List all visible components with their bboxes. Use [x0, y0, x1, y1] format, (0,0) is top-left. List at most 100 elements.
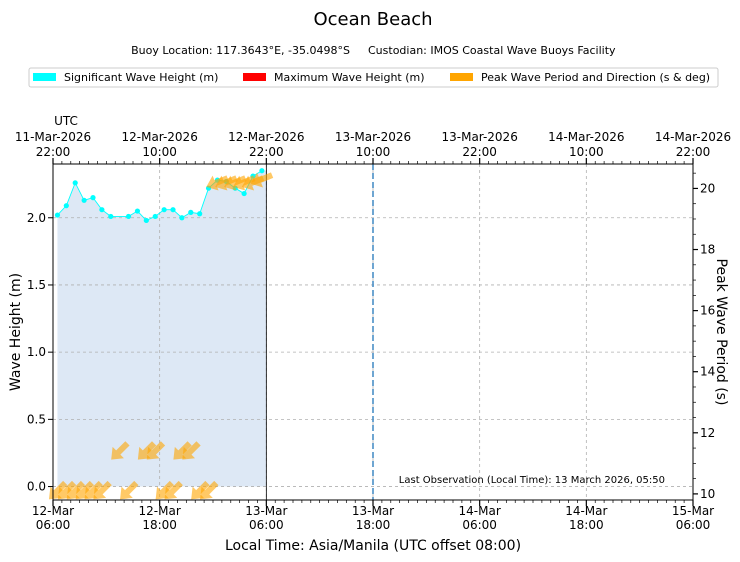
peak-period-arrow: [173, 441, 192, 460]
legend-label-significant: Significant Wave Height (m): [64, 71, 218, 84]
x-tick-label-time: 06:00: [462, 518, 497, 532]
legend-swatch-peak-period: [450, 73, 473, 81]
top-tick-label-time: 22:00: [462, 145, 497, 159]
y-tick-label: 2.0: [27, 211, 46, 225]
y2-tick-label: 14: [700, 365, 715, 379]
x-tick-label-date: 14-Mar: [565, 504, 607, 518]
peak-period-arrow-shape: [173, 441, 192, 460]
significant-wave-height-point: [241, 190, 247, 197]
top-tick-label-date: 11-Mar-2026: [15, 130, 91, 144]
peak-period-arrow: [93, 480, 112, 500]
legend-swatch-maximum: [243, 73, 266, 81]
peak-period-arrow-shape: [250, 172, 274, 188]
peak-period-arrow-shape: [48, 480, 68, 500]
significant-wave-height-point: [143, 217, 149, 224]
x-tick-label-date: 12-Mar: [139, 504, 181, 518]
legend-label-peak-period: Peak Wave Period and Direction (s & deg): [481, 71, 710, 84]
y-tick-label: 0.0: [27, 480, 46, 494]
top-tick-label-date: 12-Mar-2026: [228, 130, 304, 144]
significant-wave-height-point: [81, 197, 87, 203]
significant-wave-height-point: [125, 213, 132, 220]
peak-period-arrow-shape: [93, 480, 112, 500]
significant-wave-height-point: [179, 215, 185, 221]
y-tick-label: 1.0: [27, 345, 46, 359]
significant-wave-height-point: [259, 168, 265, 174]
top-axis-label: UTC: [54, 114, 78, 128]
top-tick-label-date: 14-Mar-2026: [548, 130, 624, 144]
x-tick-label-time: 18:00: [356, 518, 391, 532]
top-tick-label-date: 12-Mar-2026: [121, 130, 197, 144]
significant-wave-height-point: [99, 207, 105, 213]
x-tick-label-time: 06:00: [676, 518, 711, 532]
peak-period-arrow-shape: [191, 480, 210, 500]
y2-tick-label: 18: [700, 243, 715, 257]
peak-period-arrow: [182, 441, 201, 460]
legend: Significant Wave Height (m) Maximum Wave…: [28, 67, 719, 88]
top-tick-label-time: 22:00: [676, 145, 711, 159]
x-tick-label-date: 13-Mar: [245, 504, 287, 518]
y2-axis-label: Peak Wave Period (s): [713, 259, 729, 406]
peak-period-arrow: [75, 480, 95, 500]
top-tick-label-time: 10:00: [356, 145, 391, 159]
peak-period-arrow: [200, 480, 219, 500]
peak-period-arrow-shape: [111, 441, 130, 460]
last-observation-note: Last Observation (Local Time): 13 March …: [399, 475, 665, 486]
top-tick-label-time: 22:00: [36, 145, 71, 159]
x-tick-label-time: 06:00: [36, 518, 71, 532]
peak-period-arrow: [146, 441, 166, 460]
x-tick-label-date: 13-Mar: [352, 504, 394, 518]
top-tick-label-date: 14-Mar-2026: [655, 130, 731, 144]
significant-wave-height-point: [72, 180, 78, 186]
peak-period-arrow-shape: [164, 480, 183, 500]
peak-period-arrow: [155, 480, 175, 500]
observation-shading: [57, 170, 267, 487]
peak-period-arrow-shape: [120, 480, 139, 500]
peak-period-arrow: [111, 441, 130, 460]
significant-wave-height-point: [90, 195, 96, 201]
y2-tick-label: 12: [700, 426, 715, 440]
legend-label-maximum: Maximum Wave Height (m): [274, 71, 425, 84]
peak-period-arrow: [250, 172, 274, 188]
significant-wave-height-point: [152, 213, 158, 220]
x-tick-label-time: 18:00: [569, 518, 604, 532]
x-tick-label-date: 12-Mar: [32, 504, 74, 518]
peak-period-arrow: [84, 480, 103, 500]
x-tick-label-date: 14-Mar: [459, 504, 501, 518]
significant-wave-height-point: [161, 207, 167, 213]
peak-period-arrow-shape: [57, 480, 77, 500]
y2-tick-label: 16: [700, 304, 715, 318]
top-tick-label-time: 10:00: [569, 145, 604, 159]
significant-wave-height-point: [188, 209, 194, 215]
top-tick-label-date: 13-Mar-2026: [335, 130, 411, 144]
peak-period-arrow-shape: [146, 441, 166, 460]
top-tick-label-date: 13-Mar-2026: [441, 130, 517, 144]
significant-wave-height-point: [108, 213, 114, 220]
significant-wave-height-point: [54, 212, 61, 218]
x-tick-label-time: 06:00: [249, 518, 284, 532]
peak-period-arrow-shape: [182, 441, 201, 460]
peak-period-arrow: [57, 480, 77, 500]
peak-period-arrow-shape: [137, 441, 157, 460]
y-tick-label: 1.5: [27, 278, 46, 292]
significant-wave-height-point: [197, 211, 203, 217]
peak-period-arrow: [191, 480, 210, 500]
y-axis-label: Wave Height (m): [8, 273, 24, 391]
significant-wave-height-point: [134, 208, 141, 214]
x-tick-label-time: 18:00: [142, 518, 177, 532]
peak-period-arrow: [48, 480, 68, 500]
chart-title: Ocean Beach: [313, 9, 432, 30]
peak-period-arrow-shape: [84, 480, 103, 500]
x-tick-label-date: 15-Mar: [672, 504, 714, 518]
buoy-location-text: Buoy Location: 117.3643°E, -35.0498°S: [131, 44, 350, 57]
peak-period-arrow-shape: [155, 480, 175, 500]
peak-period-arrow: [120, 480, 139, 500]
significant-wave-height-point: [63, 203, 69, 209]
peak-period-arrow: [164, 480, 183, 500]
y-tick-label: 0.5: [27, 412, 46, 426]
x-axis-label: Local Time: Asia/Manila (UTC offset 08:0…: [225, 538, 521, 554]
peak-period-arrow-shape: [75, 480, 95, 500]
top-tick-label-time: 10:00: [142, 145, 177, 159]
peak-period-arrow: [137, 441, 157, 460]
plot-area: 12-Mar06:0012-Mar18:0013-Mar06:0013-Mar1…: [15, 130, 731, 532]
